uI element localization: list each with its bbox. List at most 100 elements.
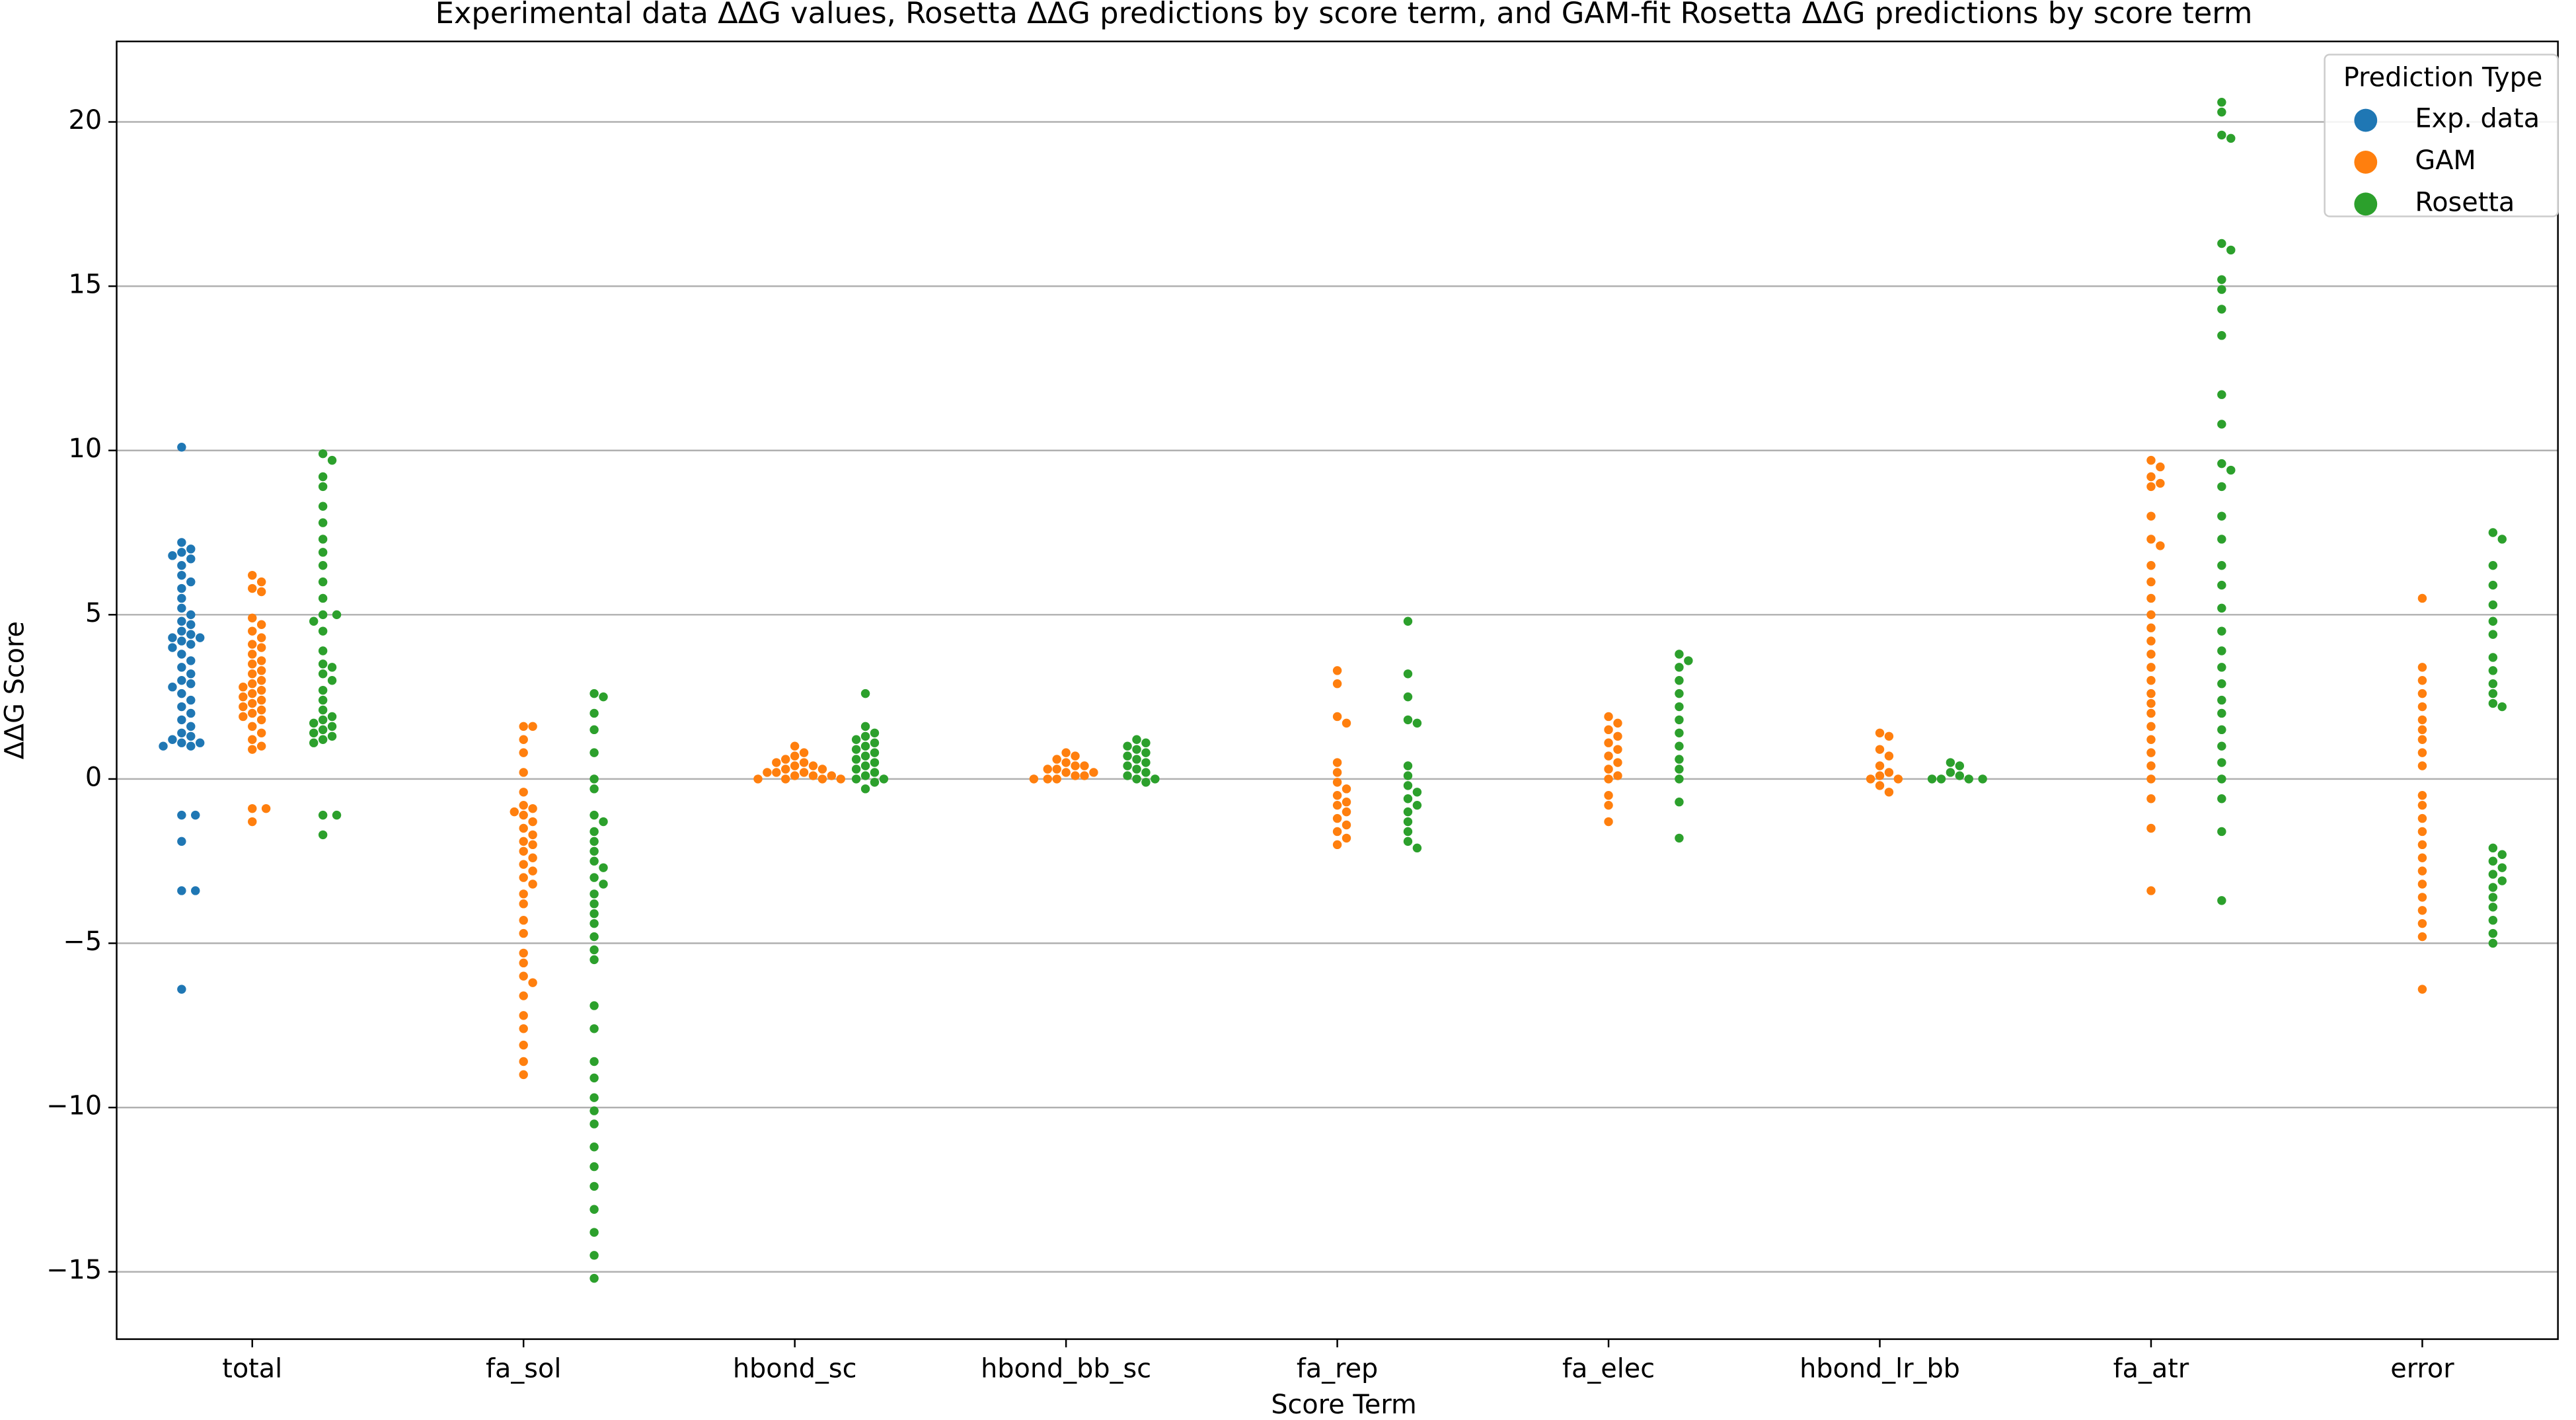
point [186,577,196,587]
point [2156,478,2165,488]
point [519,735,528,744]
point [2417,676,2427,685]
point [318,659,328,669]
point [177,538,186,547]
point [1342,798,1351,807]
point [256,633,266,642]
point [860,784,870,794]
point [1964,774,1973,784]
point [318,685,328,695]
point [589,889,599,899]
x-tick-label: error [2390,1353,2454,1384]
point [510,807,519,817]
point [248,735,257,744]
point [1613,718,1622,728]
point [1071,761,1080,770]
point [870,768,880,777]
point [1955,761,1965,770]
point [177,443,186,452]
point [2146,761,2156,770]
point [781,755,790,764]
point [256,741,266,751]
point [1875,728,1885,738]
point [256,695,266,705]
point [589,873,599,882]
point [2417,735,2427,744]
point [2417,893,2427,902]
point [589,837,599,846]
point [519,1024,528,1033]
point [1675,833,1684,843]
point [248,803,257,813]
legend-title: Prediction Type [2343,62,2543,93]
point [2417,593,2427,603]
point [2488,938,2498,948]
point [2488,883,2498,892]
point [2417,663,2427,672]
point [327,455,337,465]
y-tick-label: 0 [85,762,102,792]
point [186,620,196,629]
point [2417,932,2427,942]
point [1332,768,1342,777]
point [177,886,186,895]
point [248,722,257,731]
point [1403,837,1413,846]
point [239,702,248,712]
point [1978,774,1987,784]
point [318,472,328,482]
point [589,1162,599,1172]
point [870,778,880,787]
point [790,751,800,761]
point [1123,751,1132,761]
point [1884,751,1894,761]
point [2417,840,2427,850]
point [2217,239,2226,248]
point [860,689,870,698]
y-tick-label: 5 [85,598,102,628]
point [519,800,528,810]
x-tick-label: fa_elec [1562,1353,1655,1384]
point [2146,886,2156,895]
point [519,860,528,869]
point [528,853,537,862]
point [781,774,790,784]
point [2217,130,2226,140]
point [318,705,328,715]
point [1675,728,1684,738]
point [2217,511,2226,521]
point [256,666,266,675]
point [519,948,528,958]
point [1052,765,1061,774]
point [248,626,257,636]
point [528,803,537,813]
point [879,774,889,784]
point [519,1070,528,1080]
point [177,548,186,557]
point [1080,771,1089,780]
point [808,771,818,780]
point [195,738,205,747]
x-axis-label: Score Term [1271,1390,1416,1420]
point [1604,725,1613,735]
point [2488,903,2498,912]
point [1613,745,1622,754]
point [589,1273,599,1283]
point [589,1119,599,1129]
point [589,1057,599,1066]
point [2488,653,2498,662]
y-axis-label: ΔΔG Score [0,621,30,759]
point [1342,718,1351,728]
point [2217,646,2226,655]
point [2488,928,2498,938]
point [2488,679,2498,689]
point [860,722,870,731]
legend-marker [2354,151,2378,174]
point [2497,850,2507,859]
point [1403,715,1413,725]
point [327,663,337,672]
point [2146,774,2156,784]
point [1141,758,1151,767]
point [790,761,800,770]
point [309,728,319,738]
